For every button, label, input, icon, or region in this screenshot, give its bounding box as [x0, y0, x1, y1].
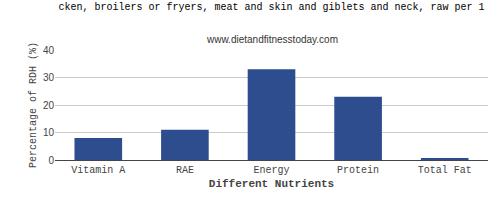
svg-text:www.dietandfitnesstoday.com: www.dietandfitnesstoday.com	[206, 34, 338, 45]
svg-text:Percentage of RDH (%): Percentage of RDH (%)	[28, 42, 39, 168]
svg-text:20: 20	[43, 100, 55, 111]
svg-text:Total Fat: Total Fat	[418, 165, 472, 176]
svg-text:Different Nutrients: Different Nutrients	[209, 178, 334, 190]
svg-text:RAE: RAE	[176, 165, 194, 176]
svg-text:10: 10	[43, 127, 55, 138]
svg-text:0: 0	[48, 155, 54, 166]
svg-text:cken, broilers or fryers, meat: cken, broilers or fryers, meat and skin …	[58, 2, 484, 13]
svg-text:Energy: Energy	[253, 165, 289, 176]
svg-text:40: 40	[43, 45, 55, 56]
svg-text:Vitamin A: Vitamin A	[71, 165, 125, 176]
svg-text:30: 30	[43, 72, 55, 83]
svg-text:Protein: Protein	[337, 165, 379, 176]
